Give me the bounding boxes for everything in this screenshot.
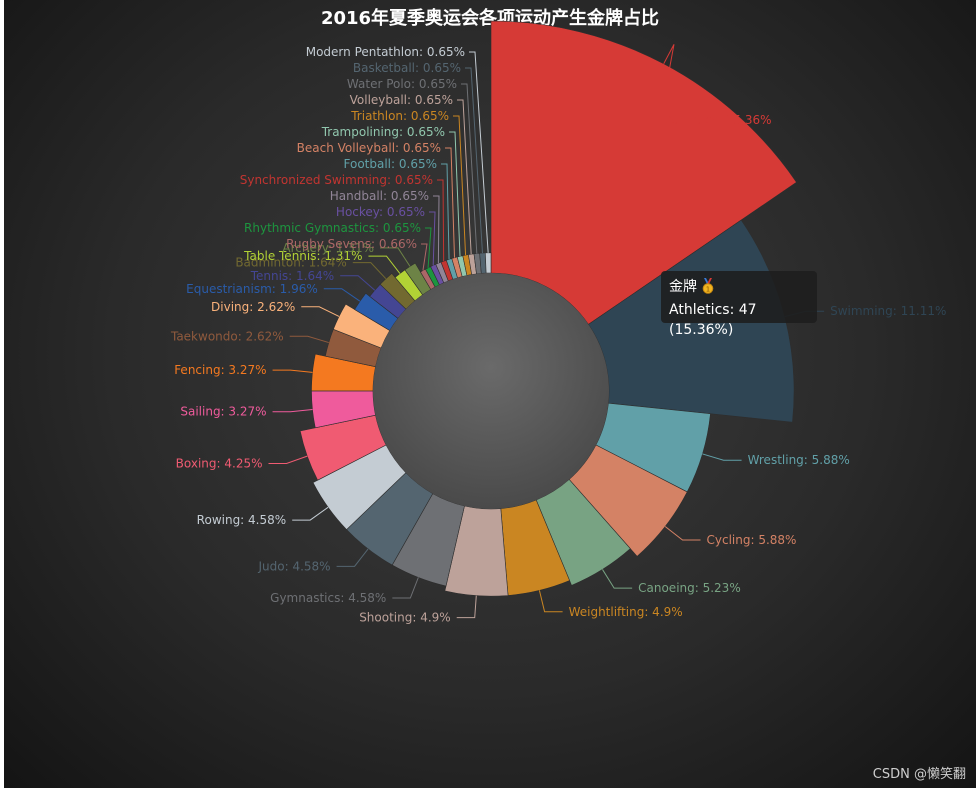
slice-label: Synchronized Swimming: 0.65% <box>240 173 433 187</box>
leader-line <box>461 83 478 254</box>
slice-label: Beach Volleyball: 0.65% <box>297 141 441 155</box>
slice-label: Gymnastics: 4.58% <box>270 591 386 605</box>
leader-line <box>457 99 472 255</box>
leader-line <box>352 262 387 280</box>
leader-line <box>368 255 401 274</box>
slice-label: Wrestling: 5.88% <box>748 453 850 467</box>
slice-label: Canoeing: 5.23% <box>638 581 741 595</box>
leader-line <box>289 335 329 344</box>
slice-label: Boxing: 4.25% <box>176 457 263 471</box>
slice-label: Basketball: 0.65% <box>353 61 461 75</box>
slice-label: Diving: 2.62% <box>211 300 295 314</box>
slice-label: Rugby Sevens: 0.66% <box>286 237 417 251</box>
leader-line <box>425 227 432 268</box>
slice-label: Football: 0.65% <box>344 157 437 171</box>
leader-line <box>392 577 419 599</box>
slice-label: Hockey: 0.65% <box>336 205 425 219</box>
leader-line <box>301 306 340 317</box>
slice-label: Modern Pentathlon: 0.65% <box>306 45 465 59</box>
slice-modern-pentathlon[interactable] <box>485 252 492 274</box>
chart-title: 2016年夏季奥运会各项运动产生金牌占比 <box>320 8 660 29</box>
slice-label: Handball: 0.65% <box>330 189 429 203</box>
slice-label: Badminton: 1.64% <box>235 256 346 270</box>
leader-line <box>336 548 369 567</box>
leader-line <box>441 163 450 260</box>
inner-hole <box>373 273 609 509</box>
leader-line <box>421 243 428 271</box>
slice-label: Swimming: 11.11% <box>830 304 946 318</box>
tooltip-series-label: 金牌 <box>669 279 697 295</box>
leader-line <box>379 247 411 267</box>
slice-label: Taekwondo: 2.62% <box>170 329 284 343</box>
leader-line <box>702 453 742 461</box>
slice-label: Judo: 4.58% <box>257 559 330 573</box>
leader-line <box>437 179 445 262</box>
slice-label: Athletics: 15.36% <box>666 113 772 127</box>
leader-line <box>602 569 633 589</box>
slice-label: Weightlifting: 4.9% <box>569 605 683 619</box>
slice-label: Sailing: 3.27% <box>180 405 266 419</box>
leader-line <box>664 526 701 541</box>
slice-label: Trampolining: 0.65% <box>321 125 445 139</box>
leader-line <box>453 115 467 256</box>
leader-line <box>340 275 376 291</box>
slice-label: Water Polo: 0.65% <box>347 77 457 91</box>
slice-label: Equestrianism: 1.96% <box>186 282 318 296</box>
slice-label: Archery: 1.31% <box>282 241 374 255</box>
slice-label: Rowing: 4.58% <box>197 513 287 527</box>
leader-line <box>445 147 455 258</box>
leader-line <box>292 506 329 521</box>
tooltip: 金牌 1 Athletics: 47 (15.36%) <box>661 271 817 338</box>
leader-line <box>272 408 313 413</box>
slice-label: Rhythmic Gymnastics: 0.65% <box>244 221 421 235</box>
leader-line <box>268 455 308 465</box>
leader-line <box>469 51 489 253</box>
leader-line <box>449 131 461 257</box>
leader-line <box>465 67 483 254</box>
svg-text:1: 1 <box>706 285 710 293</box>
watermark: CSDN @懒笑翻 <box>872 767 966 782</box>
slice-label: Cycling: 5.88% <box>707 533 797 547</box>
tooltip-value-line: Athletics: 47 (15.36%) <box>669 302 757 338</box>
leader-line <box>659 44 675 121</box>
leader-line <box>429 211 436 266</box>
leader-line <box>456 595 477 619</box>
leader-line <box>323 288 361 302</box>
slice-label: Shooting: 4.9% <box>359 611 451 625</box>
slice-label: Fencing: 3.27% <box>174 363 266 377</box>
leader-line <box>272 369 313 373</box>
leader-line <box>433 195 440 264</box>
slice-label: Tennis: 1.64% <box>250 269 334 283</box>
slice-label: Triathlon: 0.65% <box>350 109 449 123</box>
gold-medal-icon: 1 <box>701 278 715 300</box>
leader-line <box>538 590 563 613</box>
slice-label: Table Tennis: 1.31% <box>243 249 362 263</box>
slice-label: Volleyball: 0.65% <box>350 93 453 107</box>
slice-athletics[interactable] <box>490 20 797 325</box>
